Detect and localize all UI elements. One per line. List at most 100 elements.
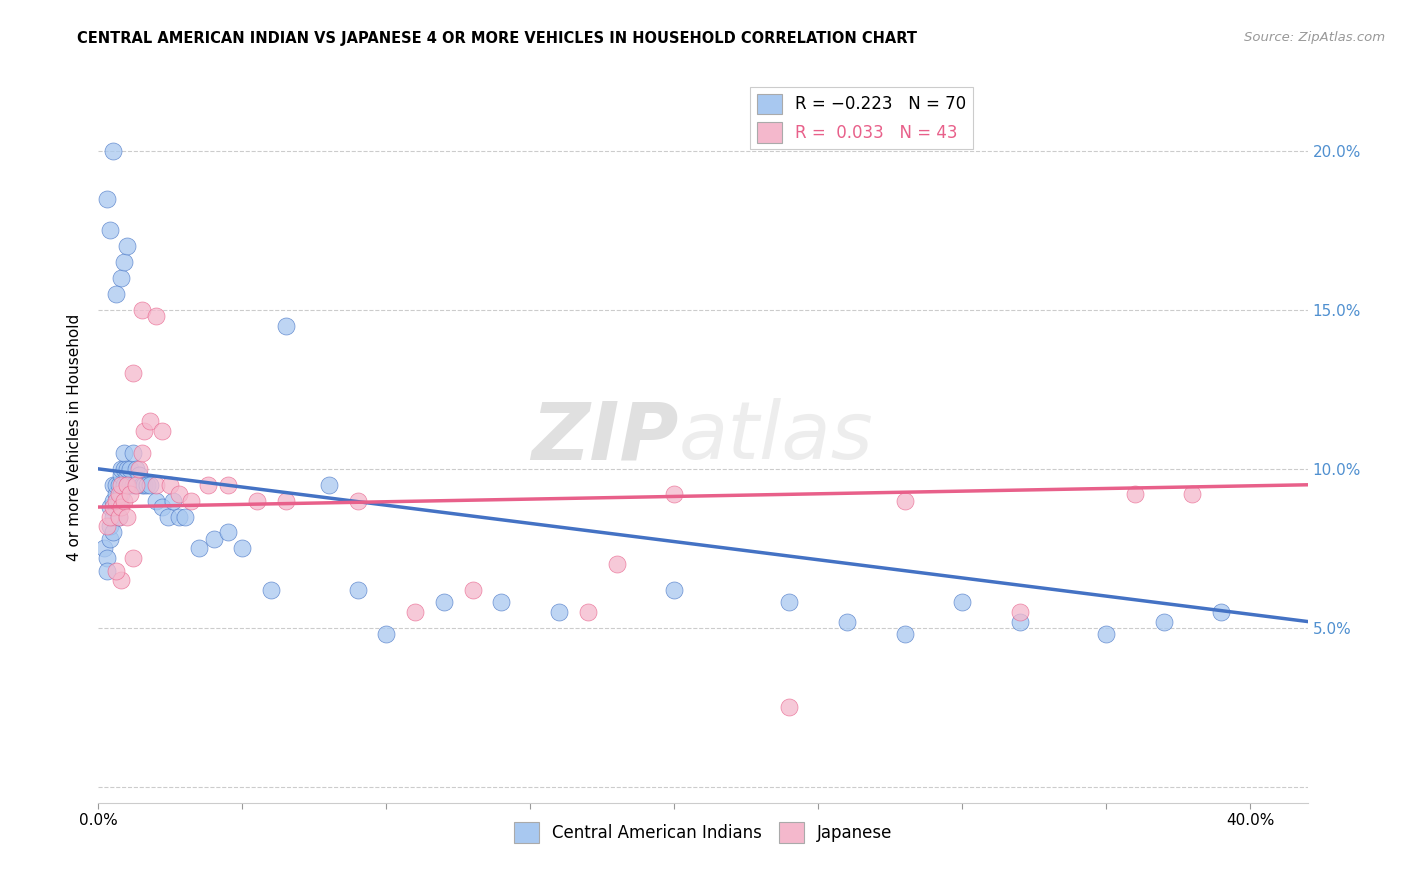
Point [197, 477, 219, 491]
Point [98, 509, 121, 524]
Point [120, 462, 142, 476]
Point [162, 493, 184, 508]
Point [101, 144, 124, 158]
Point [98, 519, 121, 533]
Point [110, 477, 132, 491]
Legend: Central American Indians, Japanese: Central American Indians, Japanese [508, 815, 898, 849]
Point [246, 493, 269, 508]
Point [950, 595, 973, 609]
Point [145, 310, 167, 324]
Point [167, 487, 190, 501]
Point [128, 468, 150, 483]
Point [107, 493, 129, 508]
Point [115, 239, 138, 253]
Point [131, 477, 153, 491]
Point [1123, 487, 1146, 501]
Point [145, 477, 167, 491]
Point [125, 477, 148, 491]
Point [217, 477, 239, 491]
Point [96, 550, 118, 565]
Point [115, 462, 138, 476]
Point [188, 541, 211, 556]
Point [433, 595, 456, 609]
Point [1008, 615, 1031, 629]
Point [156, 509, 179, 524]
Point [134, 424, 156, 438]
Text: Source: ZipAtlas.com: Source: ZipAtlas.com [1244, 31, 1385, 45]
Point [120, 487, 142, 501]
Point [107, 509, 129, 524]
Point [893, 627, 915, 641]
Point [167, 509, 190, 524]
Point [101, 477, 124, 491]
Point [606, 558, 628, 572]
Point [274, 493, 297, 508]
Point [98, 223, 121, 237]
Point [120, 477, 142, 491]
Point [93, 541, 115, 556]
Point [778, 595, 800, 609]
Point [110, 573, 132, 587]
Point [122, 477, 145, 491]
Point [159, 477, 181, 491]
Text: atlas: atlas [679, 398, 873, 476]
Point [548, 605, 571, 619]
Point [115, 477, 138, 491]
Point [112, 493, 135, 508]
Point [131, 446, 153, 460]
Point [128, 462, 150, 476]
Point [101, 493, 124, 508]
Point [1181, 487, 1204, 501]
Point [173, 509, 195, 524]
Point [115, 509, 138, 524]
Point [96, 519, 118, 533]
Point [461, 582, 484, 597]
Point [98, 532, 121, 546]
Point [217, 525, 239, 540]
Point [346, 493, 368, 508]
Point [145, 493, 167, 508]
Point [104, 500, 127, 514]
Point [115, 468, 138, 483]
Point [136, 477, 159, 491]
Point [122, 446, 145, 460]
Point [104, 493, 127, 508]
Point [491, 595, 513, 609]
Point [101, 509, 124, 524]
Point [664, 487, 686, 501]
Point [112, 446, 135, 460]
Point [150, 424, 173, 438]
Point [346, 582, 368, 597]
Point [107, 509, 129, 524]
Point [139, 414, 162, 428]
Point [110, 271, 132, 285]
Point [104, 477, 127, 491]
Point [1095, 627, 1118, 641]
Point [96, 192, 118, 206]
Point [112, 477, 135, 491]
Point [131, 302, 153, 317]
Point [134, 477, 156, 491]
Text: ZIP: ZIP [531, 398, 679, 476]
Point [202, 532, 225, 546]
Y-axis label: 4 or more Vehicles in Household: 4 or more Vehicles in Household [67, 313, 83, 561]
Point [101, 500, 124, 514]
Point [1153, 615, 1175, 629]
Point [125, 462, 148, 476]
Point [778, 700, 800, 714]
Point [101, 525, 124, 540]
Point [104, 487, 127, 501]
Point [104, 287, 127, 301]
Point [375, 627, 398, 641]
Point [835, 615, 858, 629]
Point [1211, 605, 1233, 619]
Point [96, 564, 118, 578]
Point [104, 564, 127, 578]
Point [107, 477, 129, 491]
Point [122, 367, 145, 381]
Point [576, 605, 599, 619]
Text: CENTRAL AMERICAN INDIAN VS JAPANESE 4 OR MORE VEHICLES IN HOUSEHOLD CORRELATION : CENTRAL AMERICAN INDIAN VS JAPANESE 4 OR… [77, 31, 917, 46]
Point [1008, 605, 1031, 619]
Point [115, 477, 138, 491]
Point [107, 487, 129, 501]
